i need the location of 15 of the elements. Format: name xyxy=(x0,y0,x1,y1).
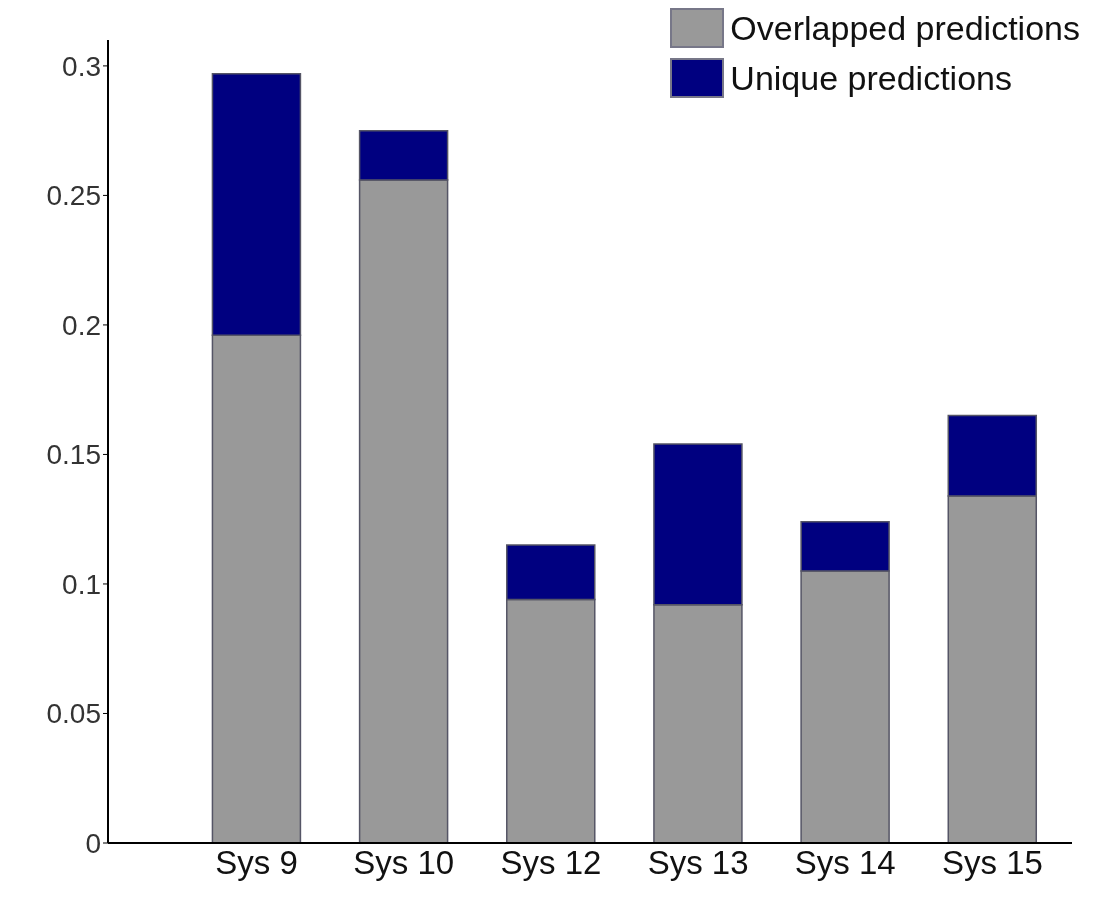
y-tick-label: 0.3 xyxy=(62,50,101,82)
x-tick-label: Sys 9 xyxy=(215,844,298,882)
x-tick-label: Sys 14 xyxy=(794,844,896,882)
legend-label: Unique predictions xyxy=(730,58,1012,98)
y-tick-label: 0.2 xyxy=(62,309,101,341)
x-tick-label: Sys 13 xyxy=(647,844,749,882)
y-tick-label: 0.25 xyxy=(46,180,101,212)
y-tick-label: 0.15 xyxy=(46,439,101,471)
y-tick-label: 0.05 xyxy=(46,698,101,730)
x-tick-label: Sys 12 xyxy=(500,844,602,882)
y-tick-label: 0 xyxy=(85,827,101,859)
x-tick-label: Sys 10 xyxy=(353,844,455,882)
legend-label: Overlapped predictions xyxy=(730,8,1080,48)
x-tick-label: Sys 15 xyxy=(941,844,1043,882)
y-tick-label: 0.1 xyxy=(62,568,101,600)
